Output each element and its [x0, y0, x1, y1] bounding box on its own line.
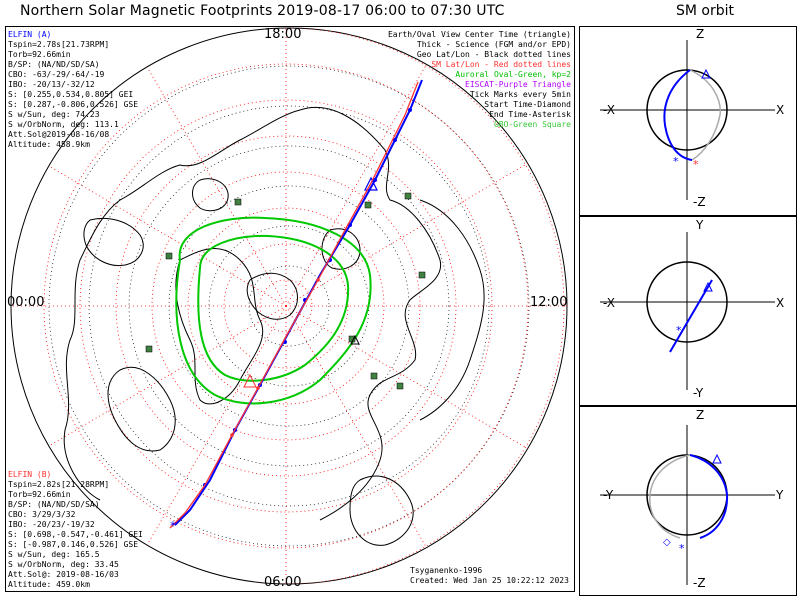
orbit3-top-label: Z [696, 408, 705, 422]
page-title: Northern Solar Magnetic Footprints 2019-… [20, 3, 505, 19]
gbo-markers [145, 192, 426, 390]
clock-label-top: 18:00 [264, 27, 302, 42]
elfin-b-info: ELFIN (B) Tspin=2.82s[21.28RPM] Torb=92.… [8, 470, 143, 590]
clock-label-bottom: 06:00 [264, 575, 302, 590]
elfin-b-line: S w/Sun, deg: 165.5 [8, 550, 100, 559]
orbit2-top-label: Y [696, 218, 704, 232]
elfin-a-line: S: [0.255,0.534,0.805] GEI [8, 90, 134, 99]
orbit1-right-label: X [776, 103, 785, 117]
elfin-a-line: B/SP: (NA/ND/SD/SA) [8, 60, 100, 69]
elfin-a-line: Altitude: 458.9km [8, 140, 90, 149]
legend-item: GBO-Green Square [493, 120, 571, 129]
svg-text:*: * [676, 324, 682, 337]
orbit1-left-label: -X [603, 103, 615, 117]
elfin-a-line: Att.Sol@2019-08-16/08 [8, 130, 110, 139]
elfin-a-line: Torb=92.66min [8, 50, 71, 59]
orbit3-bottom-label: -Z [693, 576, 706, 590]
orbit-plot-xz: * * [600, 40, 775, 200]
elfin-a-label: ELFIN (A) [8, 30, 52, 39]
legend-item: Thick - Science (FGM and/or EPD) [416, 40, 571, 49]
elfin-a-line: S w/OrbNorm, deg: 113.1 [8, 120, 119, 129]
orbit-plot-xy: * [600, 232, 775, 390]
orbit2-bottom-label: -Y [693, 386, 704, 400]
elfin-a-line: CBO: -63/-29/-64/-19 [8, 70, 105, 79]
elfin-b-label: ELFIN (B) [8, 470, 52, 479]
elfin-a-line: IBO: -20/13/-32/12 [8, 80, 95, 89]
elfin-b-trajectory [169, 81, 419, 529]
orbit-panel-title: SM orbit [675, 3, 734, 19]
orbit-panel-xy [579, 216, 797, 406]
model-credit: Tsyganenko-1996 [410, 566, 483, 575]
elfin-a-info: ELFIN (A) Tspin=2.78s[21.73RPM] Torb=92.… [8, 30, 138, 150]
elfin-b-line: S: [0.698,-0.547,-0.461] GEI [8, 530, 143, 539]
clock-label-left: 00:00 [7, 295, 45, 310]
legend-item: EISCAT-Purple Triangle [465, 80, 571, 89]
svg-text:◇: ◇ [663, 537, 671, 548]
svg-text:*: * [673, 155, 679, 168]
sm-grid [11, 28, 567, 584]
orbit3-left-label: -Y [603, 488, 614, 502]
orbit2-right-label: X [776, 296, 785, 310]
credit: Tsyganenko-1996 Created: Wed Jan 25 10:2… [410, 566, 569, 586]
footprint-map-panel [5, 26, 575, 592]
orbit2-left-label: -X [603, 296, 615, 310]
elfin-b-line: IBO: -20/23/-19/32 [8, 520, 95, 529]
elfin-a-line: Tspin=2.78s[21.73RPM] [8, 40, 110, 49]
elfin-b-line: B/SP: (NA/ND/SD/SA) [8, 500, 100, 509]
elfin-b-line: Att.Sol@: 2019-08-16/03 [8, 570, 119, 579]
elfin-b-line: S: [-0.987,0.146,0.526] GSE [8, 540, 139, 549]
eiscat-marker [350, 334, 360, 345]
legend-item: Auroral Oval-Green, kp=2 [455, 70, 571, 79]
legend-item: SM Lat/Lon - Red dotted lines [431, 60, 571, 69]
elfin-a-line: S w/Sun, deg: 74.23 [8, 110, 100, 119]
legend-item: End Time-Asterisk [489, 110, 571, 119]
elfin-b-line: Altitude: 459.0km [8, 580, 90, 589]
elfin-a-line: S: [0.287,-0.806,0.526] GSE [8, 100, 139, 109]
clock-label-right: 12:00 [530, 295, 568, 310]
orbit-plot-yz: * ◇ [600, 425, 775, 585]
orbit1-bottom-label: -Z [693, 195, 706, 209]
legend: Earth/Oval View Center Time (triangle) T… [388, 30, 571, 130]
legend-item: Tick Marks every 5min [469, 90, 571, 99]
legend-item: Start Time-Diamond [484, 100, 571, 109]
legend-item: Earth/Oval View Center Time (triangle) [387, 30, 571, 39]
orbit-panel-xz [579, 26, 797, 216]
elfin-a-end-asterisk: * [170, 519, 176, 533]
orbit3-right-label: Y [776, 488, 784, 502]
coastlines [63, 106, 485, 546]
svg-text:*: * [693, 158, 699, 171]
orbit-panel-yz [579, 406, 797, 596]
orbit1-top-label: Z [696, 27, 705, 41]
elfin-b-line: S w/OrbNorm, deg: 33.45 [8, 560, 119, 569]
legend-item: Geo Lat/Lon - Black dotted lines [416, 50, 571, 59]
auroral-oval [175, 216, 372, 405]
elfin-b-line: Torb=92.66min [8, 490, 71, 499]
elfin-b-line: CBO: 3/29/3/32 [8, 510, 76, 519]
created-timestamp: Created: Wed Jan 25 10:22:12 2023 [410, 576, 569, 585]
svg-text:*: * [679, 542, 685, 555]
elfin-b-line: Tspin=2.82s[21.28RPM] [8, 480, 110, 489]
